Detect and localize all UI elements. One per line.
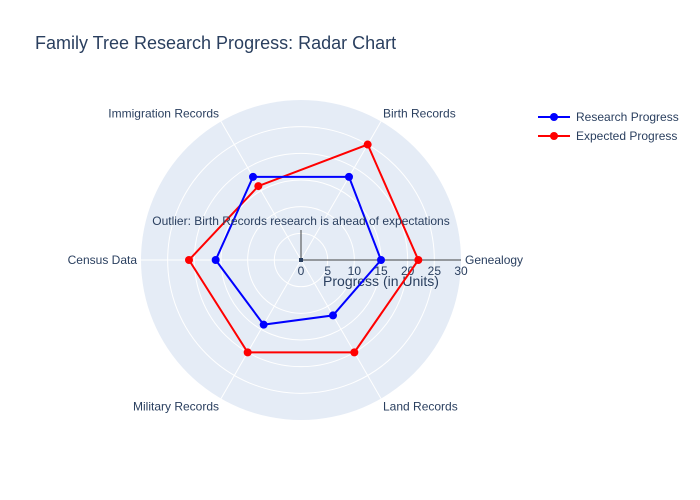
data-point[interactable] [345,172,353,181]
legend-item[interactable]: Expected Progress [538,126,679,145]
category-labels: Genealogy Birth Records Immigration Record… [68,106,523,413]
spoke-line [220,121,302,261]
radial-tick-label: 10 [348,264,362,278]
category-label: Immigration Records [108,106,219,120]
annotation-anchor [299,258,303,262]
legend-item[interactable]: Research Progress [538,107,679,126]
data-point[interactable] [254,182,263,191]
radial-tick-label: 15 [374,264,388,278]
legend-swatch [538,110,570,124]
chart-title: Family Tree Research Progress: Radar Cha… [35,33,397,53]
legend-label: Expected Progress [576,128,678,143]
radial-tick-label: 30 [454,264,468,278]
data-point[interactable] [350,348,359,357]
data-point[interactable] [243,348,252,357]
data-point[interactable] [414,256,423,264]
data-point[interactable] [377,256,385,264]
annotation: Outlier: Birth Records research is ahead… [152,214,450,262]
legend-label: Research Progress [576,109,679,124]
annotation-text: Outlier: Birth Records research is ahead… [152,214,449,228]
spoke-line [220,259,302,399]
category-label: Birth Records [383,106,456,120]
radial-ticks: 0 5 10 15 20 25 30 Progress (in Units) [298,264,468,289]
data-point[interactable] [185,256,193,264]
category-label: Land Records [383,400,458,414]
category-label: Genealogy [465,253,523,267]
legend-swatch [538,129,570,143]
data-point[interactable] [329,311,337,320]
radial-tick-label: 5 [324,264,331,278]
radial-tick-label: 20 [401,264,415,278]
legend: Research Progress Expected Progress [538,107,679,145]
radial-tick-label: 0 [298,264,305,278]
data-point[interactable] [211,256,220,264]
category-label: Military Records [133,400,219,414]
data-point[interactable] [363,140,372,149]
spoke-line [300,259,382,399]
series [185,140,423,357]
radial-tick-label: 25 [428,264,442,278]
category-label: Census Data [68,253,138,267]
radial-axis-title: Progress (in Units) [323,273,439,289]
data-point[interactable] [249,172,257,181]
data-point[interactable] [259,320,268,329]
